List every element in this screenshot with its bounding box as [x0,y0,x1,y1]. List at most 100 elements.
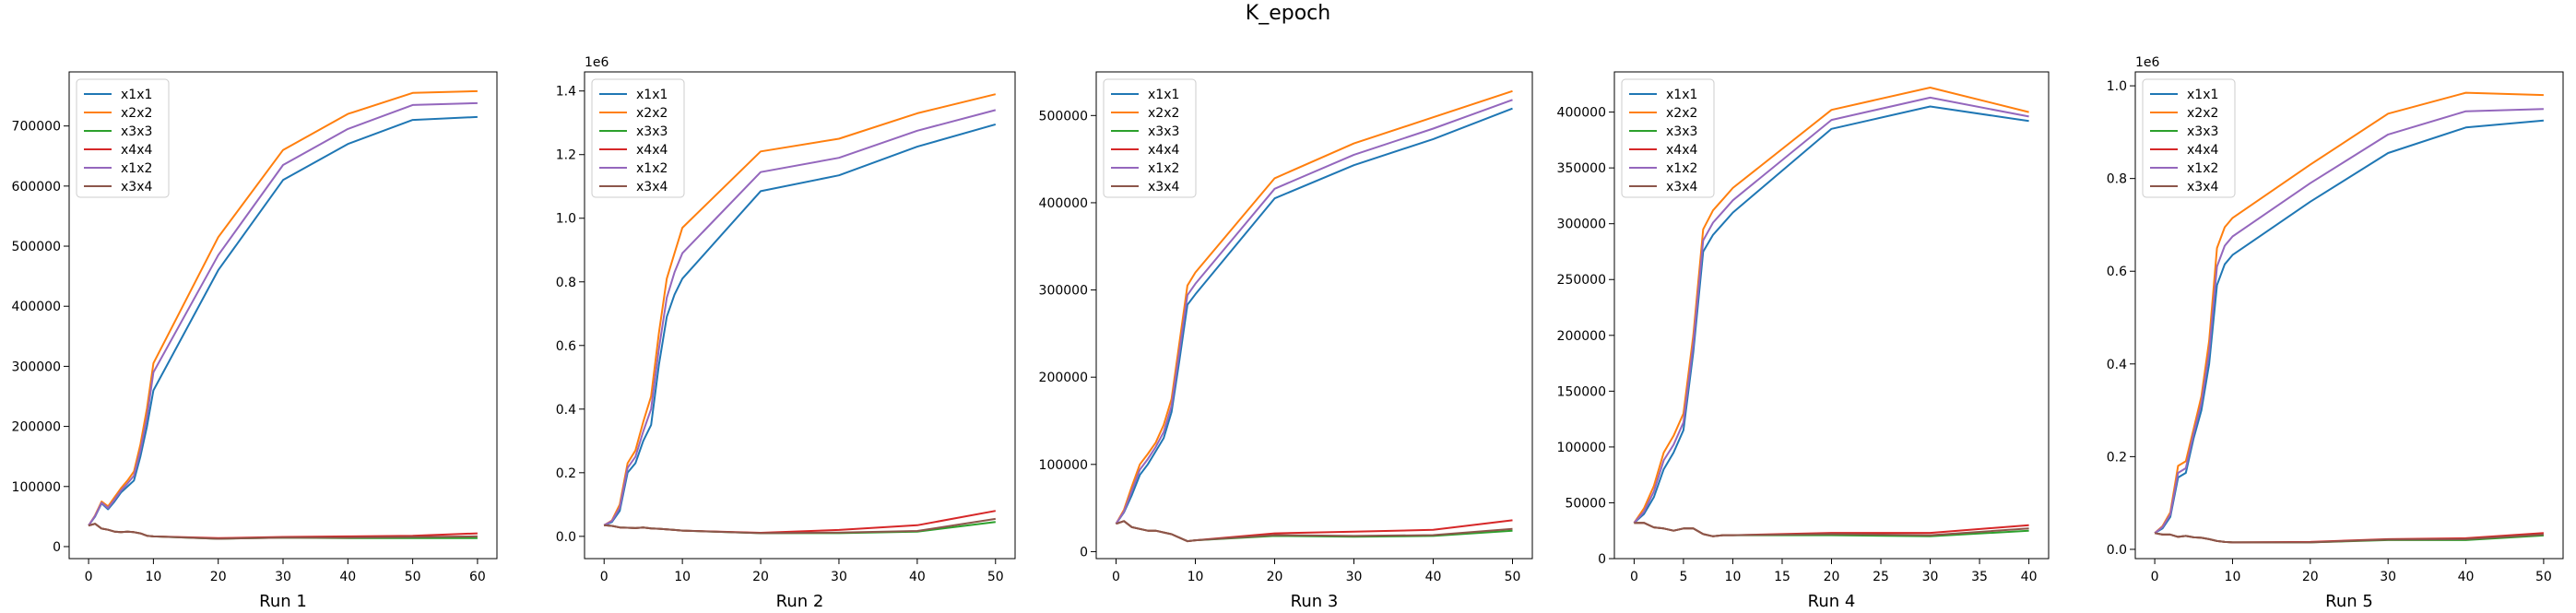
legend-label-x2x2: x2x2 [1666,106,1697,121]
x-axis-label: Run 5 [2325,592,2373,611]
y-tick-label: 500000 [12,240,61,254]
y-tick-label: 1.0 [556,212,576,227]
x-tick-label: 40 [2021,570,2038,584]
x-tick-label: 0 [85,570,93,584]
legend-label-x1x1: x1x1 [636,88,668,102]
legend-label-x1x2: x1x2 [1666,161,1697,176]
y-tick-label: 300000 [1039,284,1088,299]
y-tick-label: 100000 [12,480,61,495]
legend: x1x1 x2x2 x3x3 x4x4 x1x2 x3x4 [2142,78,2236,198]
y-tick-label: 0.0 [556,530,576,545]
x-tick-label: 40 [909,570,926,584]
legend-label-x2x2: x2x2 [1148,106,1179,121]
chart-panel-5: 0 10 20 30 40 50 0.0 0.2 0.4 0.6 0.8 1.0 1e6 Run 5 x1x… [2107,55,2564,611]
x-tick-label: 50 [405,570,421,584]
x-tick-label: 10 [1188,570,1204,584]
y-tick-label: 200000 [12,420,61,435]
chart-panel-1: 0 10 20 30 40 50 60 0 100000 200000 300000 400000 50… [12,71,498,611]
y-tick-label: 0.4 [2107,358,2127,372]
x-axis-label: Run 2 [776,592,824,611]
series-line-x2x2 [1115,89,1513,525]
x-tick-label: 20 [2302,570,2319,584]
x-tick-label: 20 [1824,570,1840,584]
legend: x1x1 x2x2 x3x3 x4x4 x1x2 x3x4 [1621,78,1715,198]
x-tick-label: 10 [2225,570,2241,584]
legend-label-x1x2: x1x2 [636,161,668,176]
x-tick-label: 50 [987,570,1004,584]
chart-panel-4: 0 5 10 15 20 25 30 35 40 0 50000 100000 150000 200000… [1557,71,2050,611]
y-axis-exponent: 1e6 [585,55,609,70]
x-tick-label: 60 [469,570,486,584]
y-tick-label: 0.6 [556,339,576,354]
legend-label-x1x1: x1x1 [1148,88,1179,102]
legend-label-x4x4: x4x4 [1666,143,1697,158]
series-line-x3x4 [1634,522,2029,537]
x-tick-label: 0 [600,570,609,584]
legend-label-x3x4: x3x4 [636,180,668,195]
y-tick-label: 400000 [1557,106,1606,121]
x-tick-label: 10 [1725,570,1742,584]
y-tick-label: 350000 [1557,161,1606,176]
y-tick-label: 200000 [1557,329,1606,344]
x-tick-label: 35 [1971,570,1988,584]
y-tick-label: 0.2 [2107,450,2127,465]
legend-label-x1x2: x1x2 [2187,161,2218,176]
y-tick-label: 100000 [1557,441,1606,455]
legend-label-x3x4: x3x4 [1666,180,1697,195]
series-line-x3x4 [1116,520,1513,543]
legend-label-x3x3: x3x3 [2187,124,2218,139]
x-tick-label: 30 [1922,570,1939,584]
x-tick-label: 40 [339,570,356,584]
series-line-x1x2 [1633,96,2029,524]
y-tick-label: 0.4 [556,403,576,418]
series-line-x4x4 [1116,519,1513,543]
axes-frame [2134,71,2564,560]
y-tick-label: 400000 [12,300,61,314]
legend-label-x1x2: x1x2 [121,161,152,176]
legend-label-x4x4: x4x4 [1148,143,1179,158]
legend-label-x3x4: x3x4 [121,180,152,195]
legend-label-x1x1: x1x1 [2187,88,2218,102]
legend-label-x4x4: x4x4 [121,143,152,158]
y-tick-label: 1.4 [556,85,576,100]
legend-label-x3x3: x3x3 [636,124,668,139]
x-tick-label: 25 [1873,570,1889,584]
legend-label-x2x2: x2x2 [636,106,668,121]
y-tick-label: 50000 [1565,496,1606,511]
legend-label-x1x2: x1x2 [1148,161,1179,176]
x-tick-label: 50 [1505,570,1521,584]
series-line-x1x2 [603,109,997,526]
chart-panel-2: 0 10 20 30 40 50 0.0 0.2 0.4 0.6 0.8 1.0 1.2 1.4 1e6 Ru… [556,55,1016,611]
series-line-x1x2 [2154,108,2544,535]
x-axis-label: Run 3 [1291,592,1339,611]
series-line-x1x2 [1115,99,1513,525]
y-axis-exponent: 1e6 [2135,55,2160,70]
x-tick-label: 20 [752,570,769,584]
x-axis-label: Run 4 [1808,592,1856,611]
y-tick-label: 400000 [1039,196,1088,211]
legend-label-x3x4: x3x4 [2187,180,2218,195]
y-tick-label: 1.2 [556,148,576,163]
y-tick-label: 0.0 [2107,543,2127,558]
figure-title: K_epoch [1245,2,1331,25]
y-tick-label: 300000 [1557,218,1606,232]
series-line-x1x1 [1115,107,1513,525]
legend-label-x3x3: x3x3 [1666,124,1697,139]
legend-label-x4x4: x4x4 [636,143,668,158]
x-tick-label: 20 [1267,570,1283,584]
series-line-x2x2 [88,89,478,526]
y-tick-label: 0.8 [556,276,576,290]
x-tick-label: 30 [2380,570,2396,584]
x-tick-label: 10 [674,570,691,584]
legend-label-x3x3: x3x3 [121,124,152,139]
x-tick-label: 0 [1630,570,1638,584]
legend-label-x2x2: x2x2 [121,106,152,121]
axes-frame [1095,71,1533,560]
axes-frame [584,71,1016,560]
y-tick-label: 0.8 [2107,172,2127,187]
x-tick-label: 0 [1112,570,1120,584]
y-tick-label: 200000 [1039,371,1088,385]
series-line-x3x4 [2154,532,2544,544]
x-tick-label: 0 [2151,570,2159,584]
x-tick-label: 30 [1346,570,1363,584]
